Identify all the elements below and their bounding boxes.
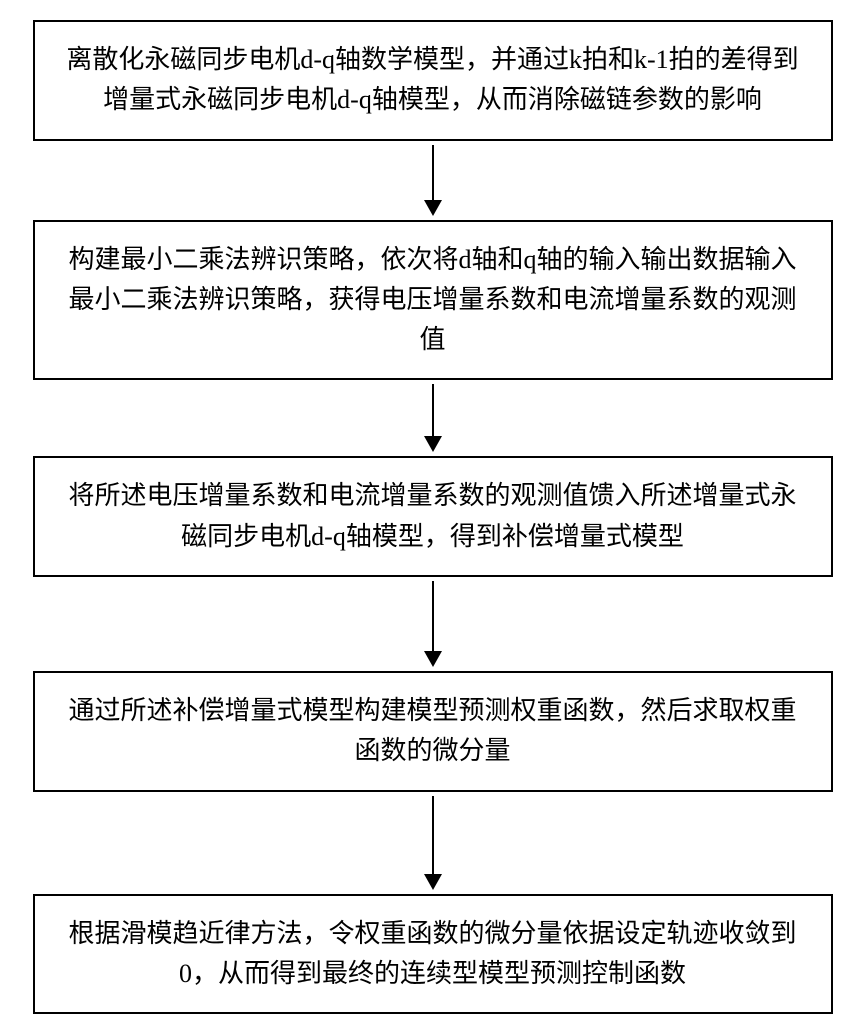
arrow-3 bbox=[424, 581, 442, 667]
arrow-head-icon bbox=[424, 436, 442, 452]
arrow-line-icon bbox=[432, 581, 434, 651]
arrow-line-icon bbox=[432, 796, 434, 874]
flow-node-1: 离散化永磁同步电机d-q轴数学模型，并通过k拍和k-1拍的差得到增量式永磁同步电… bbox=[33, 20, 833, 141]
flow-node-3: 将所述电压增量系数和电流增量系数的观测值馈入所述增量式永磁同步电机d-q轴模型，… bbox=[33, 456, 833, 577]
arrow-head-icon bbox=[424, 651, 442, 667]
arrow-1 bbox=[424, 145, 442, 216]
arrow-line-icon bbox=[432, 384, 434, 436]
flow-node-5: 根据滑模趋近律方法，令权重函数的微分量依据设定轨迹收敛到0，从而得到最终的连续型… bbox=[33, 894, 833, 1015]
arrow-line-icon bbox=[432, 145, 434, 200]
arrow-4 bbox=[424, 796, 442, 890]
arrow-head-icon bbox=[424, 874, 442, 890]
arrow-head-icon bbox=[424, 200, 442, 216]
flowchart-container: 离散化永磁同步电机d-q轴数学模型，并通过k拍和k-1拍的差得到增量式永磁同步电… bbox=[20, 20, 845, 1014]
flow-node-2: 构建最小二乘法辨识策略，依次将d轴和q轴的输入输出数据输入最小二乘法辨识策略，获… bbox=[33, 220, 833, 381]
arrow-2 bbox=[424, 384, 442, 452]
flow-node-4: 通过所述补偿增量式模型构建模型预测权重函数，然后求取权重函数的微分量 bbox=[33, 671, 833, 792]
